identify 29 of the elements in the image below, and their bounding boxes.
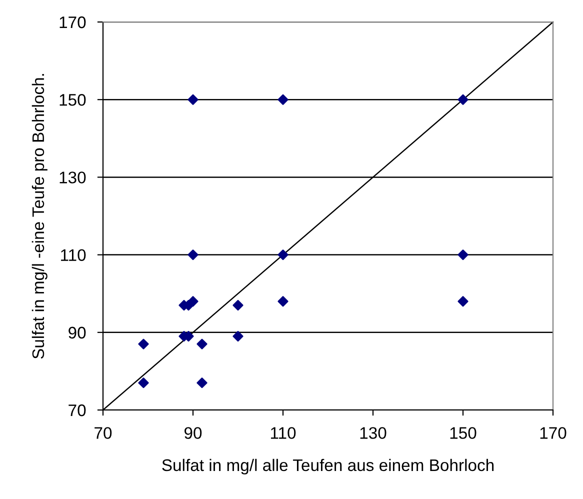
point — [138, 378, 149, 388]
y-tick-label: 70 — [68, 404, 86, 416]
x-tick-label: 150 — [450, 427, 476, 439]
point — [138, 338, 149, 350]
point — [278, 296, 288, 307]
point — [232, 300, 244, 311]
x-tick-label: 110 — [270, 427, 296, 439]
point — [188, 250, 198, 260]
point — [278, 94, 288, 105]
y-axis-title: Sulfat in mg/l -eine Teufe pro Bohrloch. — [32, 74, 48, 359]
point — [188, 296, 198, 307]
x-tick-label: 70 — [94, 427, 112, 439]
point — [458, 250, 468, 260]
y-tick-label: 130 — [60, 172, 86, 184]
y-tick-label: 170 — [60, 16, 86, 28]
x-tick-label: 90 — [184, 427, 202, 439]
y-tick-label: 110 — [61, 249, 86, 262]
y-tick-label: 150 — [60, 94, 86, 106]
x-axis-title: Sulfat in mg/l alle Teufen aus einem Bohrloch — [162, 458, 494, 474]
point — [196, 338, 208, 350]
point — [458, 94, 468, 105]
point — [458, 296, 468, 307]
point — [196, 378, 208, 388]
x-tick-label: 130 — [360, 427, 386, 439]
point — [232, 330, 244, 342]
y-tick-label: 90 — [68, 326, 86, 339]
point — [188, 94, 198, 105]
x-tick-label: 170 — [540, 427, 566, 439]
point — [278, 250, 288, 260]
